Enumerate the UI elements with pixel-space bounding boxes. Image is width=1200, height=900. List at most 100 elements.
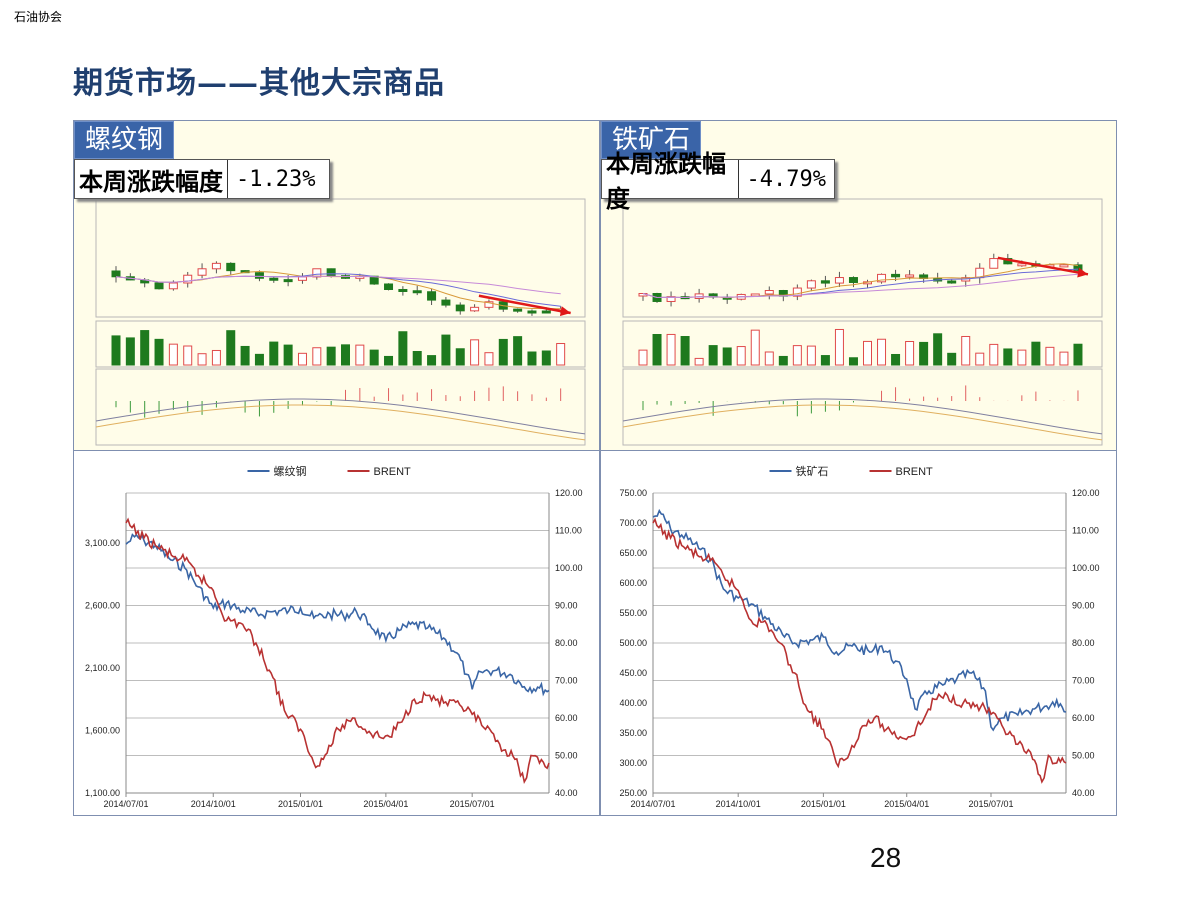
candle xyxy=(1073,264,1083,271)
volume-bar xyxy=(1031,341,1041,366)
ma-line xyxy=(115,273,561,307)
y-left-tick-label: 1,100.00 xyxy=(85,788,120,798)
volume-bar xyxy=(341,344,350,366)
volume-bar xyxy=(254,353,264,366)
candle xyxy=(1059,264,1069,268)
volume-bar xyxy=(1045,346,1055,366)
series-line xyxy=(652,517,1067,784)
page-title: 期货市场——其他大宗商品 xyxy=(73,66,445,101)
signal-line xyxy=(95,404,586,441)
signal-line xyxy=(622,404,1103,441)
volume-bar xyxy=(877,338,887,366)
y-right-tick-label: 80.00 xyxy=(1072,638,1095,648)
volume-bar xyxy=(240,345,250,366)
volume-bar xyxy=(1059,351,1069,366)
x-tick-label: 2015/04/01 xyxy=(363,799,408,809)
candle xyxy=(694,293,704,299)
volume-bar xyxy=(933,333,943,366)
volume-bar xyxy=(905,341,915,366)
candle xyxy=(989,258,999,269)
volume-bar xyxy=(527,351,537,366)
y-left-tick-label: 650.00 xyxy=(619,548,647,558)
ma-line xyxy=(115,275,561,295)
candle xyxy=(820,280,830,284)
red-arrow-icon xyxy=(997,256,1089,276)
volume-bar xyxy=(211,349,221,366)
candle xyxy=(1017,263,1027,267)
volume-bar xyxy=(111,335,121,366)
volume-bar xyxy=(989,343,999,366)
x-tick-label: 2015/01/01 xyxy=(801,799,846,809)
candle xyxy=(412,290,422,294)
volume-bar xyxy=(369,349,379,366)
weekly-change-label: 本周涨跌幅度 xyxy=(602,149,739,213)
volume-bar xyxy=(834,328,844,366)
y-right-tick-label: 120.00 xyxy=(555,488,583,498)
macd-frame xyxy=(95,368,586,446)
volume-bar xyxy=(891,353,901,366)
volume-bar xyxy=(806,345,816,366)
y-left-tick-label: 750.00 xyxy=(619,488,647,498)
volume-bar xyxy=(427,355,437,366)
candle xyxy=(484,301,494,308)
volume-bar xyxy=(154,338,164,366)
legend-label: 螺纹钢 xyxy=(274,464,307,478)
candle xyxy=(197,268,207,276)
page-number: 28 xyxy=(870,842,902,873)
y-left-tick-label: 450.00 xyxy=(619,668,647,678)
y-left-tick-label: 350.00 xyxy=(619,728,647,738)
volume-bar xyxy=(125,337,135,366)
x-tick-label: 2015/07/01 xyxy=(968,799,1013,809)
x-tick-label: 2015/04/01 xyxy=(884,799,929,809)
x-tick-label: 2015/01/01 xyxy=(278,799,323,809)
candle xyxy=(427,291,437,301)
volume-bar xyxy=(541,350,551,366)
volume-bar xyxy=(283,344,293,366)
candle xyxy=(806,280,816,289)
candle xyxy=(527,310,537,314)
volume-bar xyxy=(947,352,957,366)
volume-bar xyxy=(513,336,523,366)
candle xyxy=(226,262,236,272)
volume-bar xyxy=(848,357,858,366)
y-left-tick-label: 700.00 xyxy=(619,518,647,528)
line-chart-panel-iron-ore: 40.00 50.00 60.00 70.00 80.00 90.00 100.00 110.… xyxy=(600,450,1117,816)
y-right-tick-label: 50.00 xyxy=(555,751,578,761)
red-arrow-icon xyxy=(478,294,571,315)
legend-label: BRENT xyxy=(374,466,412,478)
x-tick-label: 2014/07/01 xyxy=(103,799,148,809)
volume-bar xyxy=(652,334,662,366)
volume-bar xyxy=(919,341,929,366)
candle xyxy=(905,274,915,278)
y-left-tick-label: 2,600.00 xyxy=(85,601,120,611)
y-left-tick-label: 250.00 xyxy=(619,788,647,798)
volume-bar xyxy=(722,347,732,366)
x-tick-label: 2015/07/01 xyxy=(450,799,495,809)
candle xyxy=(183,274,193,284)
candlestick-chart-iron-ore xyxy=(622,198,1103,446)
candle xyxy=(441,299,451,306)
volume-bar xyxy=(666,333,676,366)
volume-bar xyxy=(863,340,872,366)
line-chart-iron-ore: 40.00 50.00 60.00 70.00 80.00 90.00 100.00 110.… xyxy=(619,465,1099,809)
candle xyxy=(269,277,279,281)
volume-bar xyxy=(694,357,704,366)
legend-label: 铁矿石 xyxy=(796,465,829,478)
candle xyxy=(947,280,957,284)
y-right-tick-label: 50.00 xyxy=(1072,751,1095,761)
y-left-tick-label: 500.00 xyxy=(619,638,647,648)
volume-bar xyxy=(168,343,178,366)
y-left-tick-label: 1,600.00 xyxy=(85,726,120,736)
candle xyxy=(168,282,178,290)
line-chart-panel-rebar: 40.00 50.00 60.00 70.00 80.00 90.00 100.00 110.… xyxy=(73,450,600,816)
volume-frame xyxy=(95,320,586,368)
candle xyxy=(154,282,164,290)
candlestick-chart-rebar xyxy=(95,198,586,446)
volume-bar xyxy=(297,352,307,366)
volume-bar xyxy=(470,339,480,366)
candle xyxy=(384,283,394,290)
volume-bar xyxy=(820,355,830,366)
volume-bar xyxy=(975,352,985,366)
series-line xyxy=(652,508,1067,732)
volume-bar xyxy=(326,346,336,366)
